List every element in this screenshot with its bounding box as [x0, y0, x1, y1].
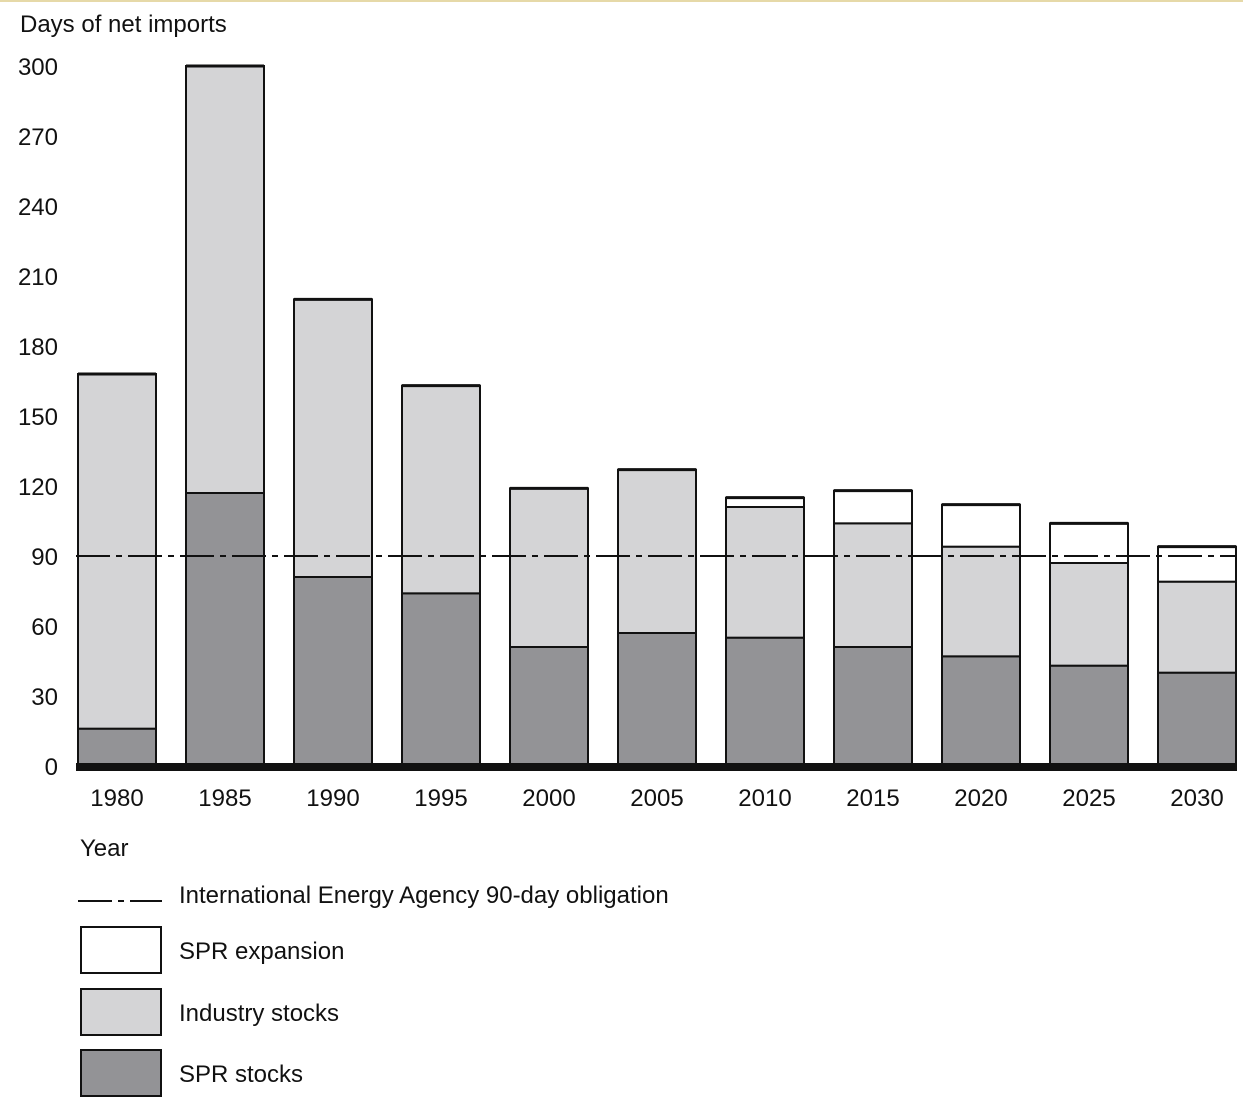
x-tick-label: 2020 — [954, 785, 1007, 812]
x-tick-label: 1990 — [306, 785, 359, 812]
x-tick-label: 2030 — [1170, 785, 1223, 812]
bar-segment-spr-stocks — [1049, 664, 1129, 768]
bar-segment-spr-stocks — [401, 592, 481, 767]
bar-segment-spr-stocks — [941, 655, 1021, 767]
bar-segment-industry-stocks — [617, 468, 697, 634]
bar-segment-industry-stocks — [1157, 580, 1237, 674]
x-tick-label: 2015 — [846, 785, 899, 812]
y-tick-label: 210 — [18, 264, 58, 291]
x-axis-baseline-group — [76, 763, 1237, 771]
y-tick-label: 30 — [31, 684, 58, 711]
legend-swatch — [80, 1049, 162, 1097]
bar-segment-spr-stocks — [185, 492, 265, 767]
bar-segment-spr-stocks — [833, 646, 913, 767]
legend-swatch — [80, 926, 162, 974]
bar-segment-industry-stocks — [725, 506, 805, 639]
bar-segment-industry-stocks — [941, 545, 1021, 658]
y-axis-title: Days of net imports — [20, 11, 227, 38]
legend-item: SPR expansion — [80, 926, 344, 974]
legend-item: Industry stocks — [80, 988, 339, 1036]
y-tick-label: 0 — [45, 754, 58, 781]
bar-segment-industry-stocks — [509, 487, 589, 649]
x-tick-label: 2010 — [738, 785, 791, 812]
legend-swatch — [80, 988, 162, 1036]
x-tick-label: 1980 — [90, 785, 143, 812]
bar-segment-spr-stocks — [617, 632, 697, 767]
bar-segment-industry-stocks — [293, 298, 373, 578]
bar-segment-industry-stocks — [185, 65, 265, 494]
legend-item: International Energy Agency 90-day oblig… — [78, 882, 669, 909]
bar-segment-industry-stocks — [1049, 562, 1129, 667]
bar-segment-industry-stocks — [77, 373, 157, 730]
y-tick-label: 180 — [18, 334, 58, 361]
legend-label: SPR stocks — [179, 1061, 303, 1088]
legend: International Energy Agency 90-day oblig… — [78, 882, 669, 1097]
y-axis-ticks: 0 30 60 90 120 150 180 210 240 270 300 — [18, 54, 58, 781]
legend-label: Industry stocks — [179, 1000, 339, 1027]
x-tick-label: 1995 — [414, 785, 467, 812]
bar-segment-spr-expansion — [941, 503, 1021, 548]
y-tick-label: 60 — [31, 614, 58, 641]
legend-item: SPR stocks — [80, 1049, 303, 1097]
y-tick-label: 120 — [18, 474, 58, 501]
x-axis-title: Year — [80, 835, 129, 862]
bar-segment-spr-stocks — [77, 727, 157, 768]
bar-segment-spr-expansion — [1157, 545, 1237, 583]
y-tick-label: 150 — [18, 404, 58, 431]
x-tick-label: 2000 — [522, 785, 575, 812]
bar-segment-industry-stocks — [401, 384, 481, 595]
bar-segment-spr-expansion — [833, 489, 913, 525]
y-tick-label: 300 — [18, 54, 58, 81]
bar-segment-spr-stocks — [293, 576, 373, 767]
bar-segment-spr-expansion — [1049, 522, 1129, 564]
legend-label: SPR expansion — [179, 938, 344, 965]
y-tick-label: 240 — [18, 194, 58, 221]
x-tick-label: 1985 — [198, 785, 251, 812]
x-axis-ticks: 1980 1985 1990 1995 2000 2005 2010 2015 2020 2025… — [90, 785, 1223, 812]
legend-label: International Energy Agency 90-day oblig… — [179, 882, 669, 909]
bar-segment-industry-stocks — [833, 522, 913, 648]
x-tick-label: 2005 — [630, 785, 683, 812]
bars — [77, 64, 1237, 768]
x-tick-label: 2025 — [1062, 785, 1115, 812]
bar-segment-spr-stocks — [509, 646, 589, 767]
x-axis-baseline — [76, 763, 1237, 771]
bar-segment-spr-stocks — [1157, 671, 1237, 768]
y-tick-label: 270 — [18, 124, 58, 151]
top-border-rule — [0, 0, 1243, 2]
bar-segment-spr-stocks — [725, 636, 805, 768]
y-tick-label: 90 — [31, 544, 58, 571]
